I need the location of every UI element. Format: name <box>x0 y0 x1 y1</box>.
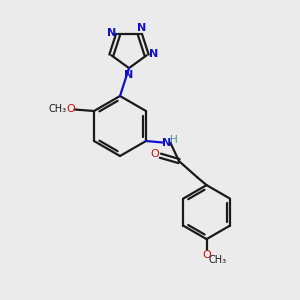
Text: CH₃: CH₃ <box>209 255 227 265</box>
Text: O: O <box>67 104 75 115</box>
Text: O: O <box>151 149 159 159</box>
Text: CH₃: CH₃ <box>48 104 66 115</box>
Text: H: H <box>170 135 178 145</box>
Text: N: N <box>124 70 133 80</box>
Text: N: N <box>137 23 146 33</box>
Text: O: O <box>202 250 211 260</box>
Text: N: N <box>149 49 158 59</box>
Text: N: N <box>107 28 116 38</box>
Text: N: N <box>162 137 171 148</box>
